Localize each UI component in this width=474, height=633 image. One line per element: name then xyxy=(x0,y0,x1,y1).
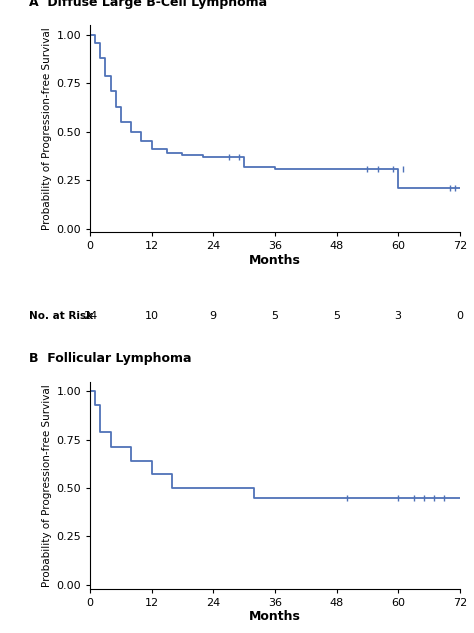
Text: 5: 5 xyxy=(333,311,340,321)
Text: No. at Risk: No. at Risk xyxy=(29,311,93,321)
Text: 3: 3 xyxy=(395,311,401,321)
Text: 24: 24 xyxy=(83,311,97,321)
Text: B  Follicular Lymphoma: B Follicular Lymphoma xyxy=(29,352,191,365)
Text: 0: 0 xyxy=(456,311,463,321)
Y-axis label: Probability of Progression-free Survival: Probability of Progression-free Survival xyxy=(42,27,52,230)
Text: 10: 10 xyxy=(145,311,159,321)
Text: 9: 9 xyxy=(210,311,217,321)
Y-axis label: Probability of Progression-free Survival: Probability of Progression-free Survival xyxy=(42,384,52,587)
X-axis label: Months: Months xyxy=(249,610,301,624)
Text: A  Diffuse Large B-Cell Lymphoma: A Diffuse Large B-Cell Lymphoma xyxy=(29,0,267,9)
X-axis label: Months: Months xyxy=(249,254,301,267)
Text: 5: 5 xyxy=(272,311,278,321)
